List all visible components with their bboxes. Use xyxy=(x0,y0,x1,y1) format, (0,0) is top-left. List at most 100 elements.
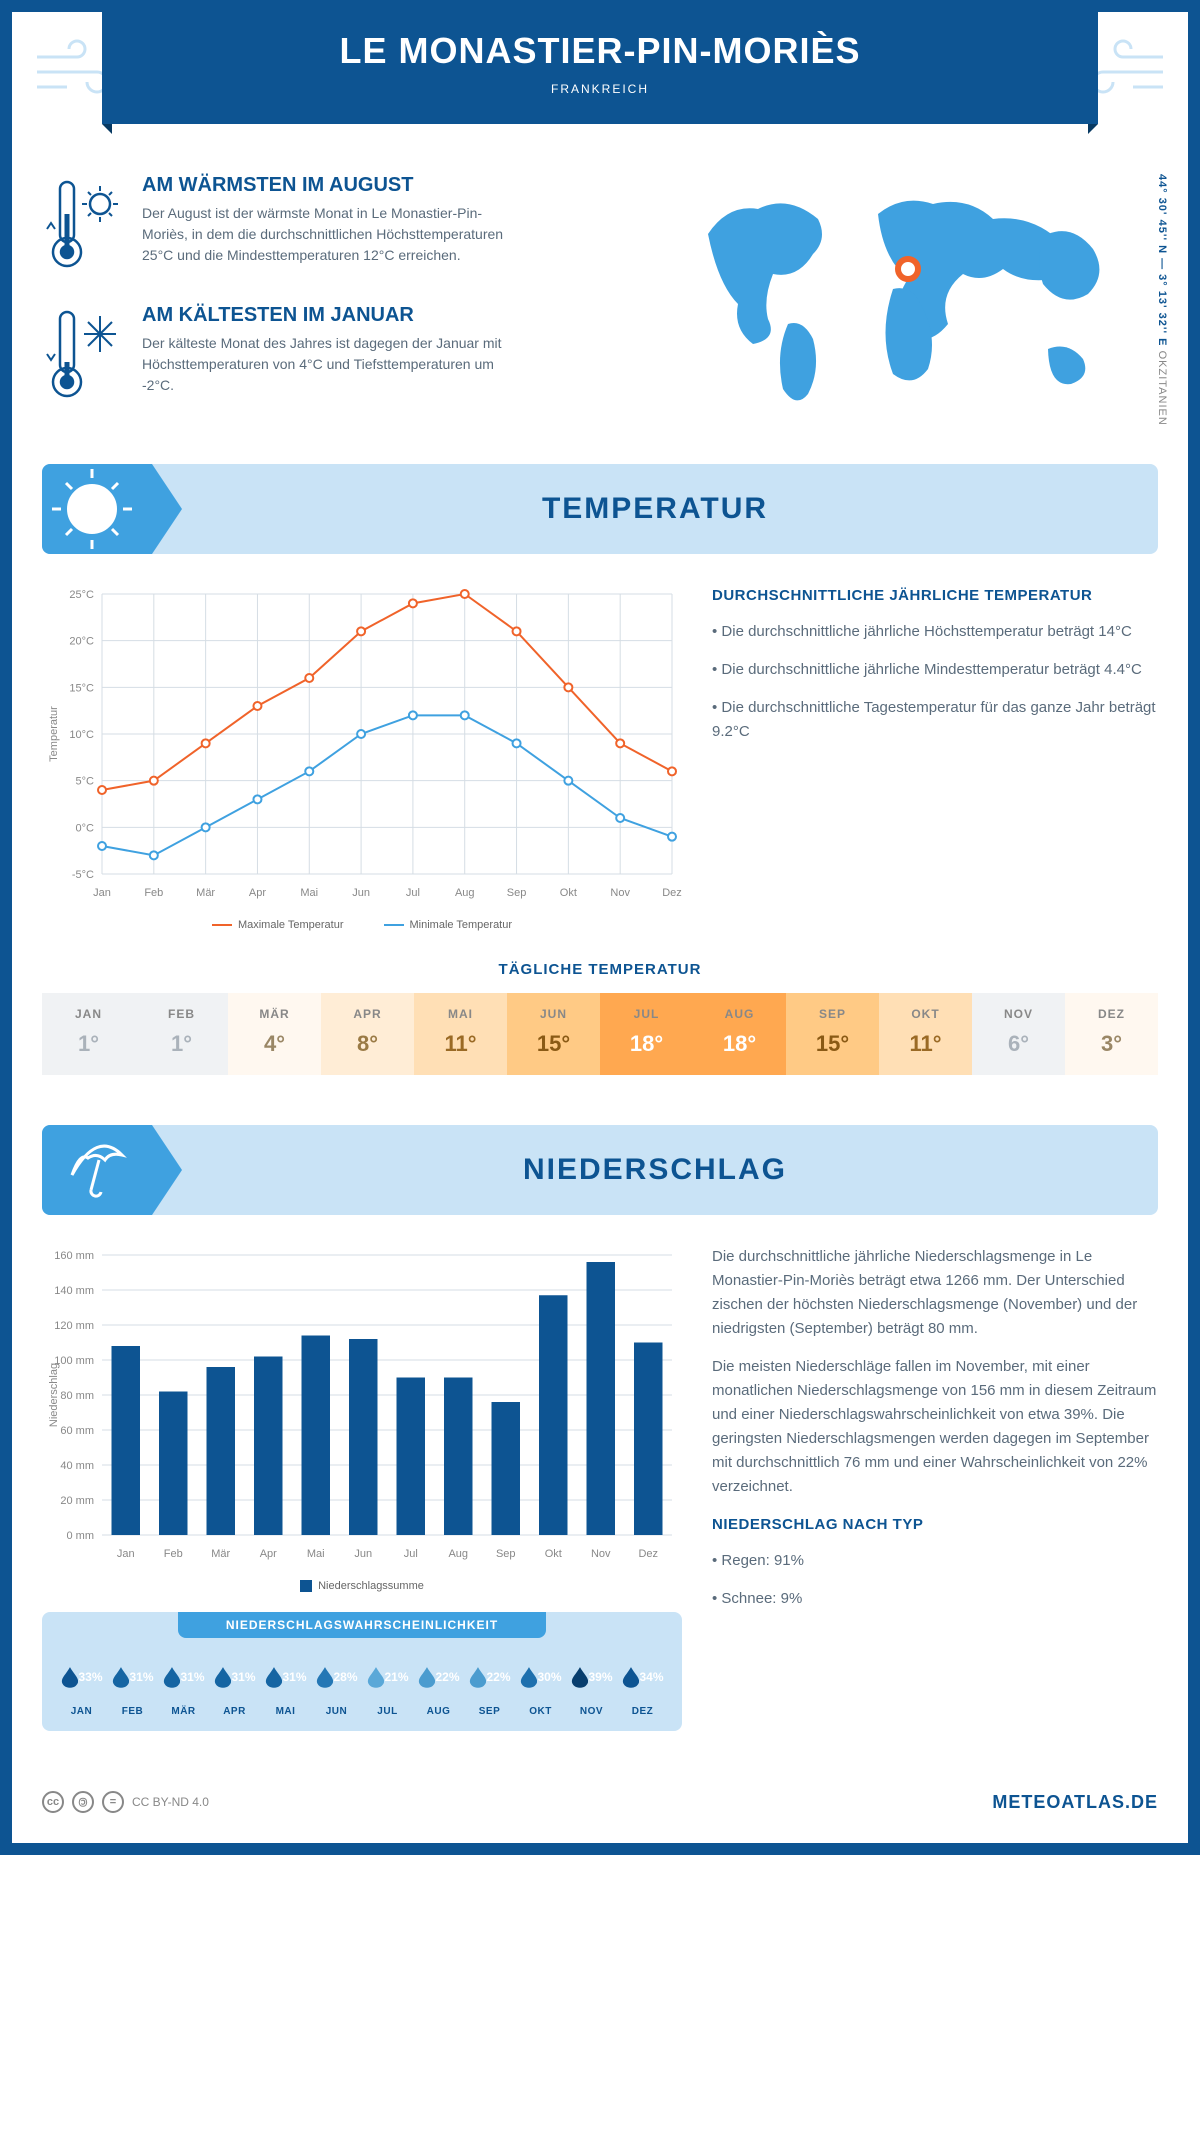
coords: 44° 30' 45'' N — 3° 13' 32'' E xyxy=(1156,174,1168,347)
prob-drop: 22% SEP xyxy=(464,1652,515,1717)
prob-drop: 22% AUG xyxy=(413,1652,464,1717)
prob-drop: 28% JUN xyxy=(311,1652,362,1717)
svg-text:120 mm: 120 mm xyxy=(54,1320,94,1332)
precip-p1: Die durchschnittliche jährliche Niedersc… xyxy=(712,1245,1158,1341)
svg-text:20°C: 20°C xyxy=(69,636,94,648)
world-map-icon xyxy=(678,174,1138,424)
prob-drop: 31% MAI xyxy=(260,1652,311,1717)
coldest-title: AM KÄLTESTEN IM JANUAR xyxy=(142,304,522,327)
svg-text:Okt: Okt xyxy=(545,1548,562,1560)
sun-icon xyxy=(42,464,152,554)
temp-cell: JUL18° xyxy=(600,993,693,1075)
temp-cell: SEP15° xyxy=(786,993,879,1075)
precip-rain: • Regen: 91% xyxy=(712,1549,1158,1573)
svg-text:Feb: Feb xyxy=(144,887,163,899)
temp-cell: JUN15° xyxy=(507,993,600,1075)
prob-drop: 31% MÄR xyxy=(158,1652,209,1717)
svg-text:Sep: Sep xyxy=(507,887,527,899)
prob-drop: 30% OKT xyxy=(515,1652,566,1717)
brand: METEOATLAS.DE xyxy=(992,1792,1158,1813)
svg-text:100 mm: 100 mm xyxy=(54,1355,94,1367)
svg-text:Apr: Apr xyxy=(249,887,266,899)
temperature-title: TEMPERATUR xyxy=(152,492,1158,526)
svg-text:Mai: Mai xyxy=(300,887,318,899)
svg-text:Jun: Jun xyxy=(354,1548,372,1560)
umbrella-icon xyxy=(42,1125,152,1215)
svg-text:Jul: Jul xyxy=(404,1548,418,1560)
svg-text:40 mm: 40 mm xyxy=(60,1460,94,1472)
region-label: OKZITANIEN xyxy=(1156,351,1168,426)
precip-probability-box: NIEDERSCHLAGSWAHRSCHEINLICHKEIT 33% JAN … xyxy=(42,1612,682,1731)
svg-text:0 mm: 0 mm xyxy=(67,1530,95,1542)
prob-drop: 39% NOV xyxy=(566,1652,617,1717)
prob-drop: 33% JAN xyxy=(56,1652,107,1717)
svg-text:Jan: Jan xyxy=(117,1548,135,1560)
svg-text:140 mm: 140 mm xyxy=(54,1285,94,1297)
svg-text:10°C: 10°C xyxy=(69,729,94,741)
svg-text:Sep: Sep xyxy=(496,1548,516,1560)
daily-temp-table: JAN1°FEB1°MÄR4°APR8°MAI11°JUN15°JUL18°AU… xyxy=(42,993,1158,1075)
country-label: FRANKREICH xyxy=(102,82,1098,96)
thermometer-hot-icon xyxy=(42,174,122,279)
warmest-block: AM WÄRMSTEN IM AUGUST Der August ist der… xyxy=(42,174,648,279)
infographic-container: LE MONASTIER-PIN-MORIÈS FRANKREICH AM WÄ… xyxy=(0,0,1200,1855)
temperature-legend: Maximale Temperatur Minimale Temperatur xyxy=(42,919,682,931)
svg-text:Niederschlag: Niederschlag xyxy=(48,1363,60,1427)
top-facts-row: AM WÄRMSTEN IM AUGUST Der August ist der… xyxy=(42,174,1158,434)
temp-cell: OKT11° xyxy=(879,993,972,1075)
svg-text:Mär: Mär xyxy=(211,1548,230,1560)
svg-text:80 mm: 80 mm xyxy=(60,1390,94,1402)
temperature-banner: TEMPERATUR xyxy=(42,464,1158,554)
warmest-text: Der August ist der wärmste Monat in Le M… xyxy=(142,203,522,266)
license-block: cc 🄯 = CC BY-ND 4.0 xyxy=(42,1791,209,1813)
temp-cell: AUG18° xyxy=(693,993,786,1075)
svg-text:Mai: Mai xyxy=(307,1548,325,1560)
cc-icon: cc xyxy=(42,1791,64,1813)
svg-text:Temperatur: Temperatur xyxy=(48,706,60,762)
coldest-text: Der kälteste Monat des Jahres ist dagege… xyxy=(142,333,522,396)
svg-text:Okt: Okt xyxy=(560,887,577,899)
license-text: CC BY-ND 4.0 xyxy=(132,1795,209,1809)
precip-snow: • Schnee: 9% xyxy=(712,1587,1158,1611)
svg-text:0°C: 0°C xyxy=(76,822,95,834)
svg-text:Jan: Jan xyxy=(93,887,111,899)
svg-text:160 mm: 160 mm xyxy=(54,1250,94,1262)
page-title: LE MONASTIER-PIN-MORIÈS xyxy=(102,30,1098,72)
temp-cell: FEB1° xyxy=(135,993,228,1075)
svg-text:60 mm: 60 mm xyxy=(60,1425,94,1437)
svg-text:Jul: Jul xyxy=(406,887,420,899)
precip-bar-chart: 0 mm 20 mm 40 mm 60 mm 80 mm 100 mm 120 mm 140 … xyxy=(42,1245,682,1565)
temp-bullet-1: • Die durchschnittliche jährliche Höchst… xyxy=(712,620,1158,644)
daily-temp-title: TÄGLICHE TEMPERATUR xyxy=(42,961,1158,978)
temperature-line-chart: -5°C 0°C 5°C 10°C 15°C 20°C 25°C Jan Feb Mär Apr Ma… xyxy=(42,584,682,904)
svg-text:5°C: 5°C xyxy=(76,776,95,788)
svg-text:25°C: 25°C xyxy=(69,589,94,601)
precip-title: NIEDERSCHLAG xyxy=(152,1153,1158,1187)
title-banner: LE MONASTIER-PIN-MORIÈS FRANKREICH xyxy=(102,12,1098,124)
precip-type-title: NIEDERSCHLAG NACH TYP xyxy=(712,1513,1158,1537)
svg-text:Dez: Dez xyxy=(638,1548,658,1560)
prob-drop: 21% JUL xyxy=(362,1652,413,1717)
precip-legend: Niederschlagssumme xyxy=(42,1580,682,1592)
svg-text:-5°C: -5°C xyxy=(72,869,94,881)
svg-text:Apr: Apr xyxy=(260,1548,277,1560)
svg-text:Nov: Nov xyxy=(610,887,630,899)
svg-text:Aug: Aug xyxy=(448,1548,468,1560)
world-map-block: 44° 30' 45'' N — 3° 13' 32'' E OKZITANIE… xyxy=(678,174,1158,434)
svg-text:15°C: 15°C xyxy=(69,682,94,694)
legend-precip: Niederschlagssumme xyxy=(300,1580,424,1592)
svg-text:Jun: Jun xyxy=(352,887,370,899)
svg-text:Mär: Mär xyxy=(196,887,215,899)
warmest-title: AM WÄRMSTEN IM AUGUST xyxy=(142,174,522,197)
prob-drop: 31% FEB xyxy=(107,1652,158,1717)
temp-cell: MAI11° xyxy=(414,993,507,1075)
temp-cell: JAN1° xyxy=(42,993,135,1075)
prob-title: NIEDERSCHLAGSWAHRSCHEINLICHKEIT xyxy=(178,1612,545,1638)
prob-drop: 31% APR xyxy=(209,1652,260,1717)
svg-text:20 mm: 20 mm xyxy=(60,1495,94,1507)
thermometer-cold-icon xyxy=(42,304,122,409)
svg-text:Dez: Dez xyxy=(662,887,682,899)
precip-p2: Die meisten Niederschläge fallen im Nove… xyxy=(712,1355,1158,1499)
temp-cell: APR8° xyxy=(321,993,414,1075)
temp-side-title: DURCHSCHNITTLICHE JÄHRLICHE TEMPERATUR xyxy=(712,584,1158,608)
